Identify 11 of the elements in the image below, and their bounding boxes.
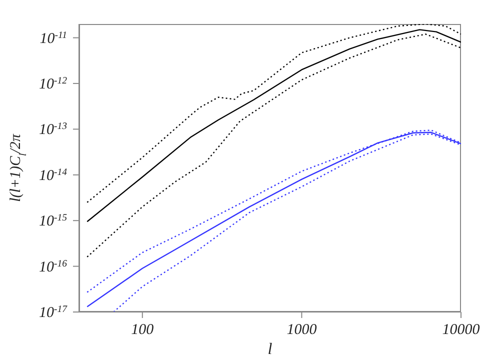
y-tick-label: 10$^{-12}$ — [39, 74, 68, 92]
x-tick-label: 10000 — [442, 322, 480, 338]
y-tick-label: 10$^{-11}$ — [40, 29, 67, 47]
x-tick-label: 1000 — [286, 322, 318, 338]
x-tick-label: 100 — [131, 322, 154, 338]
y-tick-label: 10$^{-14}$ — [39, 166, 68, 184]
y-tick-label: 10$^{-16}$ — [39, 258, 68, 276]
y-tick-label: 10$^{-17}$ — [39, 304, 68, 321]
x-axis-title: l — [268, 341, 273, 358]
y-tick-label: 10$^{-15}$ — [39, 212, 68, 230]
y-tick-label: 10$^{-13}$ — [39, 120, 68, 138]
